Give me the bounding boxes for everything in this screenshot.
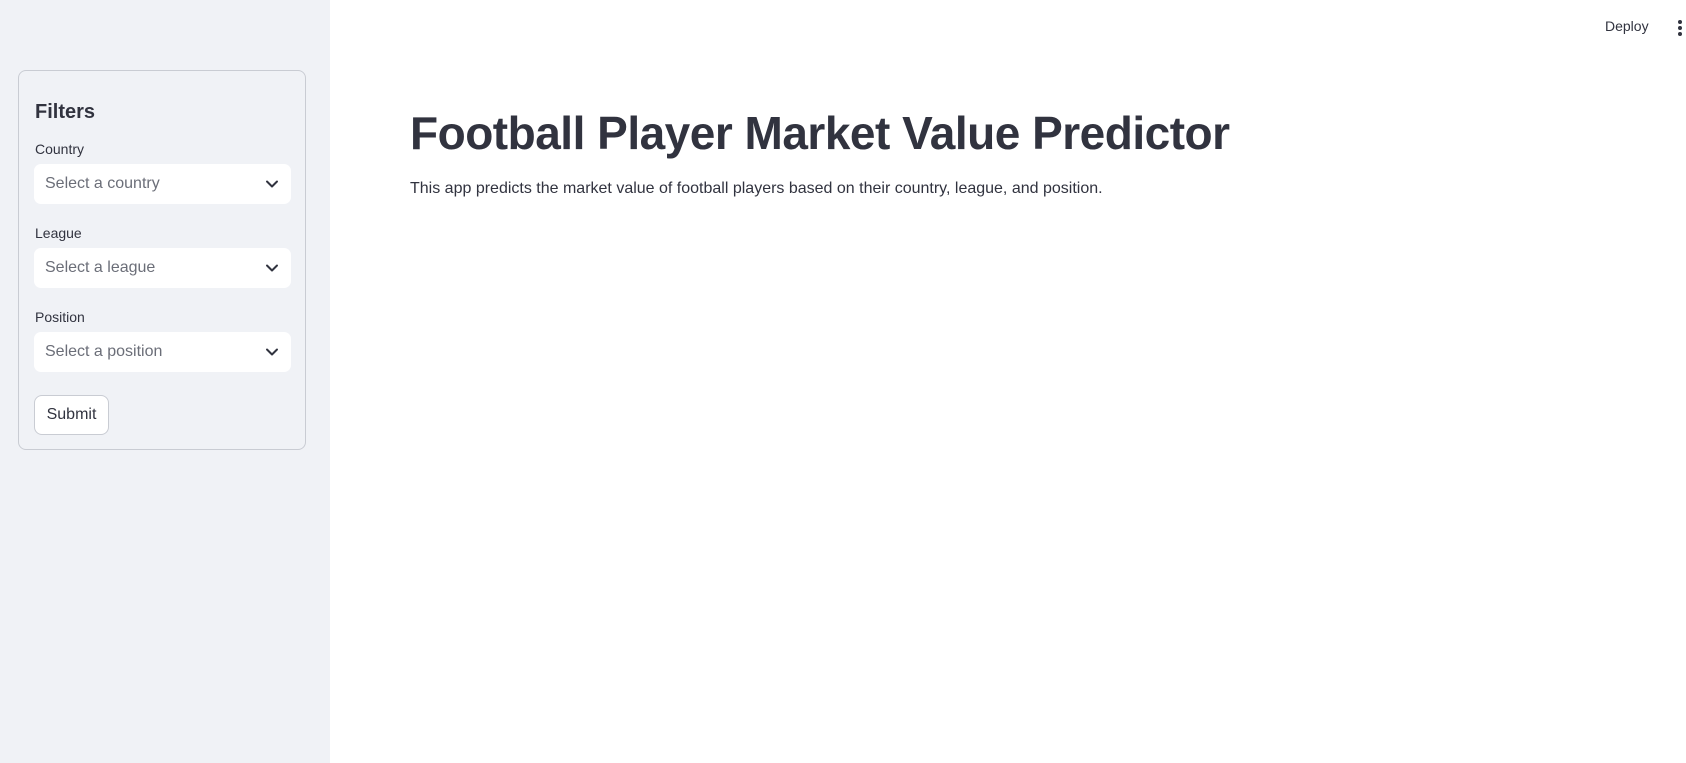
position-select[interactable]: Select a position: [34, 332, 291, 372]
league-select[interactable]: Select a league: [34, 248, 291, 288]
more-vertical-icon[interactable]: [1676, 18, 1684, 38]
position-select-placeholder: Select a position: [45, 343, 163, 360]
chevron-down-icon: [264, 344, 280, 360]
sidebar: Filters Country Select a country League …: [0, 0, 330, 763]
league-select-placeholder: Select a league: [45, 259, 156, 276]
submit-button[interactable]: Submit: [34, 395, 109, 435]
league-label: League: [35, 225, 82, 241]
chevron-down-icon: [264, 176, 280, 192]
chevron-down-icon: [264, 260, 280, 276]
deploy-button[interactable]: Deploy: [1605, 18, 1649, 34]
position-label: Position: [35, 309, 85, 325]
filters-title: Filters: [35, 101, 96, 123]
country-select-placeholder: Select a country: [45, 175, 160, 192]
filters-form: Filters Country Select a country League …: [18, 70, 306, 450]
country-label: Country: [35, 141, 85, 157]
page-description: This app predicts the market value of fo…: [410, 180, 1103, 197]
country-select[interactable]: Select a country: [34, 164, 291, 204]
page-title: Football Player Market Value Predictor: [410, 107, 1230, 159]
